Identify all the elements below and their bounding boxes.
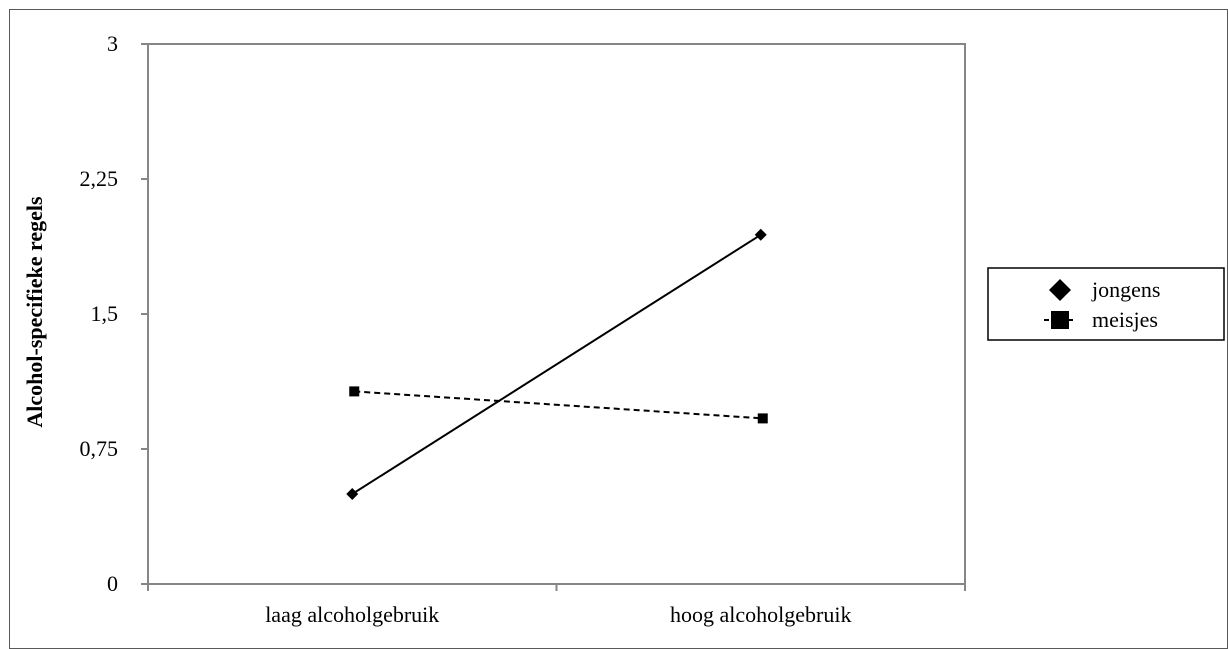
chart: 0 0,75 1,5 2,25 3 laag alcoholgebruik hoog alc…	[22, 31, 1225, 627]
data-point-meisjes	[349, 386, 360, 397]
y-tick-label: 3	[107, 31, 118, 56]
y-tick-label: 2,25	[80, 166, 119, 191]
y-tick-label: 0	[107, 571, 118, 596]
plot-area-border	[147, 43, 966, 585]
legend-box	[987, 267, 1225, 341]
data-point-jongens	[754, 228, 767, 241]
legend-marker-jongens	[1049, 279, 1071, 301]
legend-marker-meisjes	[1051, 311, 1069, 329]
data-point-meisjes	[757, 413, 768, 424]
series-line-meisjes	[354, 390, 763, 420]
y-tick-label: 1,5	[91, 301, 119, 326]
y-tick-label: 0,75	[80, 436, 119, 461]
x-tick-label: hoog alcoholgebruik	[670, 602, 851, 627]
data-point-jongens	[346, 488, 359, 500]
x-tick-label: laag alcoholgebruik	[265, 602, 439, 627]
legend-label-meisjes: meisjes	[1092, 307, 1158, 332]
series-line-jongens	[351, 233, 762, 495]
legend-label-jongens: jongens	[1091, 277, 1160, 302]
y-axis-title: Alcohol-specifieke regels	[22, 196, 47, 428]
